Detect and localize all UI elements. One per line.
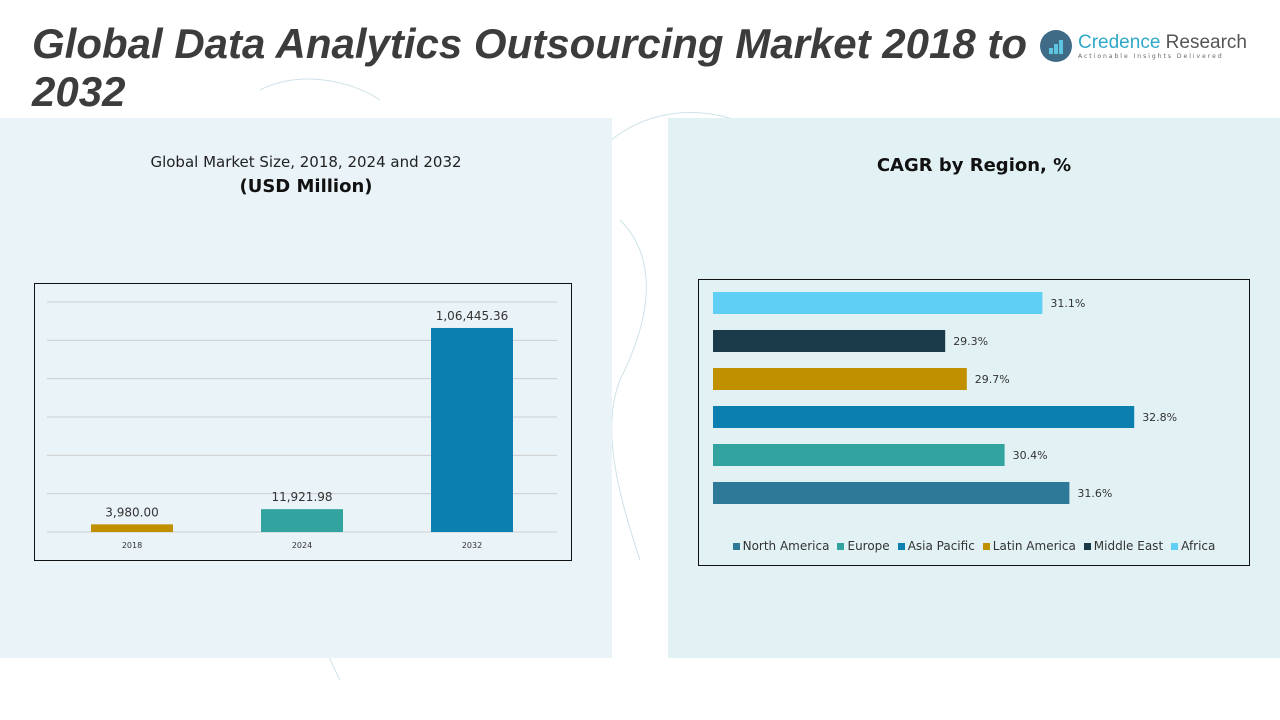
legend-item-north-america: North America <box>732 539 830 553</box>
bar-2032 <box>431 327 513 532</box>
bar-value-label: 1,06,445.36 <box>436 309 509 323</box>
legend-label: Latin America <box>992 539 1076 553</box>
credence-research-logo: Credence Research Actionable Insights De… <box>1040 30 1247 62</box>
x-tick-label: 2024 <box>292 541 312 550</box>
bar-value-label: 30.4% <box>1013 449 1048 462</box>
market-size-panel: Global Market Size, 2018, 2024 and 2032 … <box>0 118 612 658</box>
legend-swatch <box>1083 542 1091 550</box>
bar-value-label: 29.7% <box>975 373 1010 386</box>
logo-tagline: Actionable Insights Delivered <box>1078 53 1224 60</box>
cagr-chart: 31.6% 30.4% 32.8% 29.7% 29.3% 31.1% North Ame… <box>698 279 1250 566</box>
legend-swatch <box>732 542 740 550</box>
cagr-legend: North America Europe Asia Pacific Latin Ame… <box>699 539 1249 553</box>
legend-item-middle-east: Middle East <box>1083 539 1164 553</box>
bar-value-label: 32.8% <box>1142 411 1177 424</box>
bar-europe <box>713 444 1005 466</box>
legend-label: Asia Pacific <box>907 539 975 553</box>
market-size-unit: (USD Million) <box>239 176 373 197</box>
logo-chart-icon <box>1040 30 1072 62</box>
bar-value-label: 11,921.98 <box>271 490 332 504</box>
bar-value-label: 3,980.00 <box>105 505 158 519</box>
legend-label: North America <box>742 539 830 553</box>
legend-swatch <box>1171 542 1179 550</box>
market-size-chart: 3,980.00 2018 11,921.98 2024 1,06,445.36 2032 <box>34 283 572 561</box>
legend-swatch <box>897 542 905 550</box>
bar-value-label: 29.3% <box>953 335 988 348</box>
legend-swatch <box>837 542 845 550</box>
x-tick-label: 2018 <box>122 541 142 550</box>
bar-asia-pacific <box>713 406 1135 428</box>
legend-item-europe: Europe <box>837 539 890 553</box>
legend-label: Europe <box>847 539 890 553</box>
logo-name: Credence Research <box>1078 32 1247 53</box>
legend-item-latin-america: Latin America <box>982 539 1076 553</box>
legend-label: Middle East <box>1093 539 1164 553</box>
cagr-chart-svg: 31.6% 30.4% 32.8% 29.7% 29.3% 31.1% <box>713 292 1177 504</box>
legend-item-africa: Africa <box>1171 539 1215 553</box>
cagr-title: CAGR by Region, % <box>876 155 1072 176</box>
market-size-chart-svg: 3,980.00 2018 11,921.98 2024 1,06,445.36 2032 <box>47 301 557 550</box>
page-title: Global Data Analytics Outsourcing Market… <box>32 20 1028 115</box>
bar-africa <box>713 292 1043 314</box>
bar-2018 <box>91 524 173 532</box>
legend-swatch <box>982 542 990 550</box>
bar-2024 <box>261 509 343 532</box>
legend-item-asia-pacific: Asia Pacific <box>897 539 975 553</box>
cagr-panel: CAGR by Region, % 31.6% 30.4% 32.8% 29.7% 29… <box>668 118 1280 658</box>
bar-value-label: 31.6% <box>1077 487 1112 500</box>
legend-label: Africa <box>1181 539 1216 553</box>
bar-latin-america <box>713 368 967 390</box>
x-tick-label: 2032 <box>462 541 482 550</box>
bar-north-america <box>713 482 1070 504</box>
bar-value-label: 31.1% <box>1050 297 1085 310</box>
market-size-subtitle: Global Market Size, 2018, 2024 and 2032 <box>150 153 462 171</box>
bar-middle-east <box>713 330 946 352</box>
